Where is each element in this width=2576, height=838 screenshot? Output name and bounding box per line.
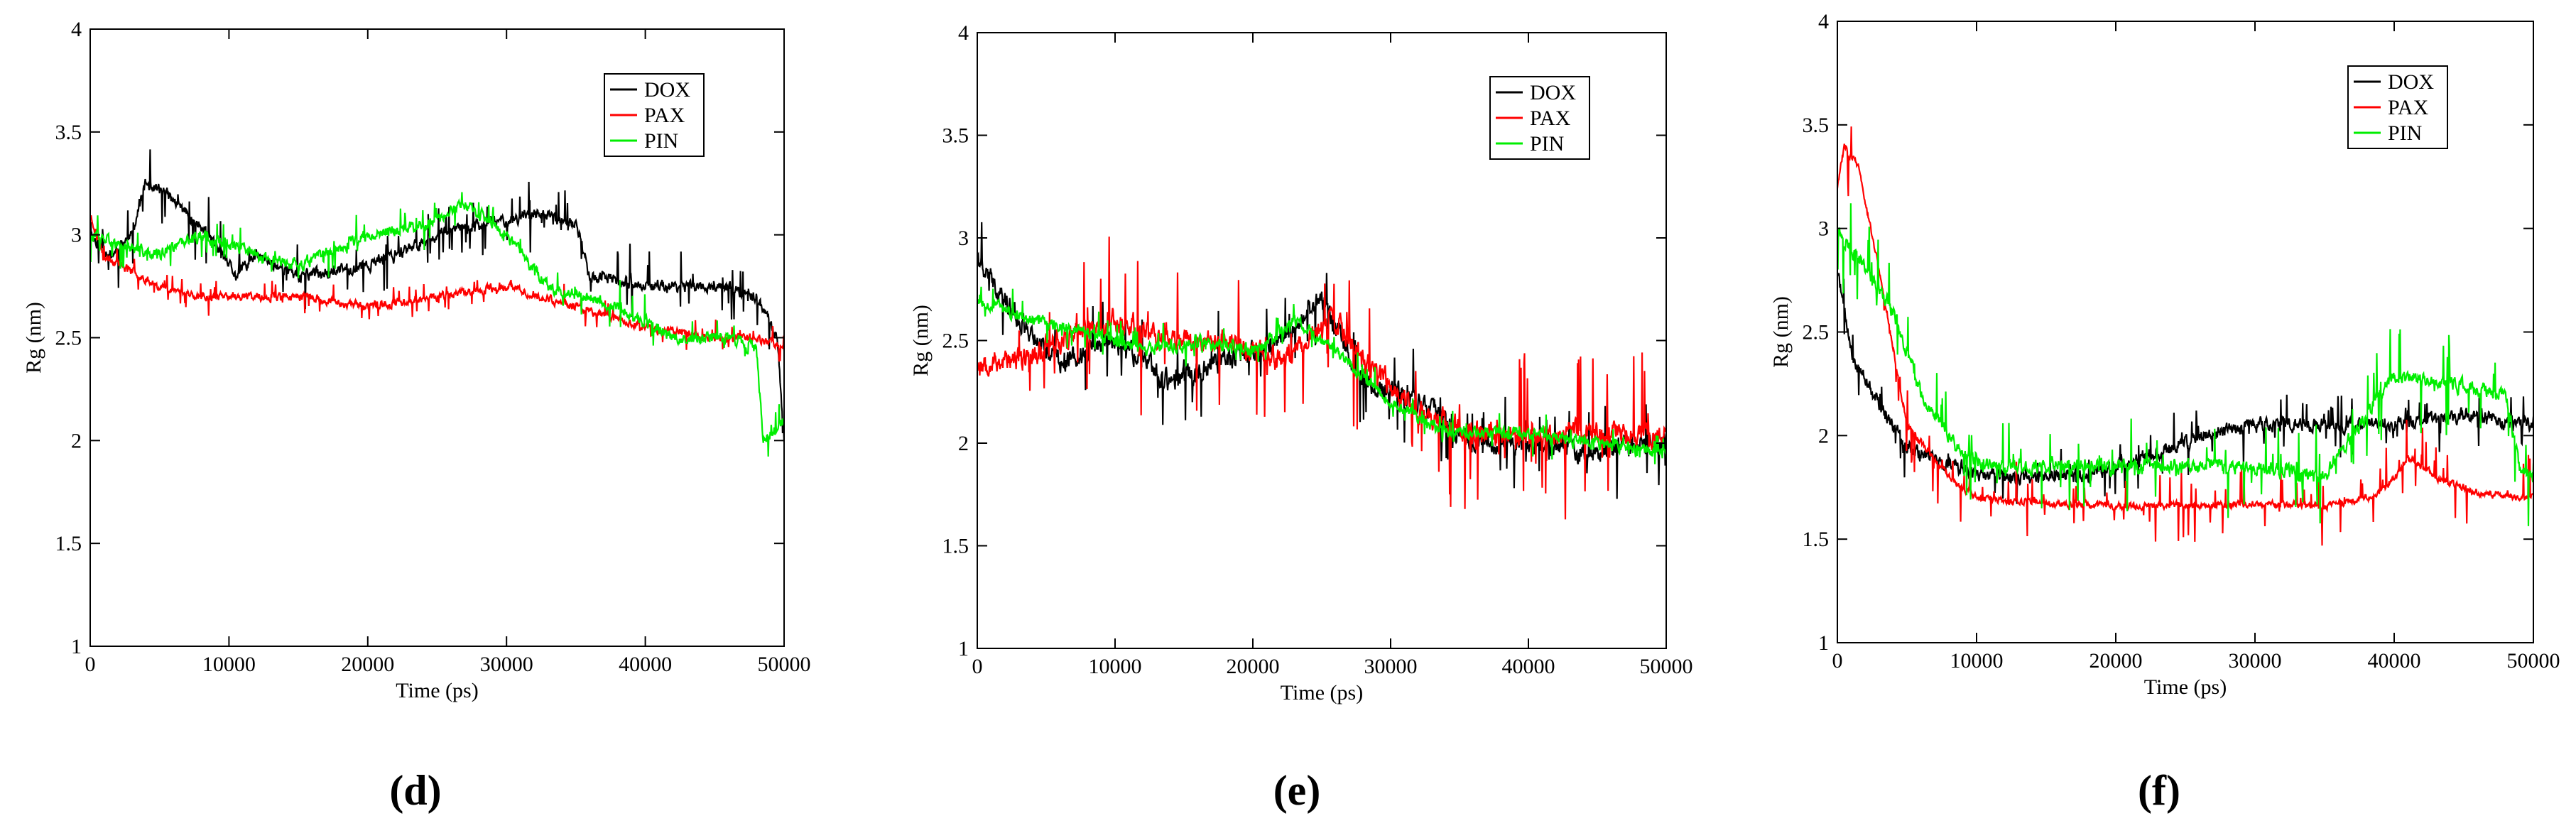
y-axis-title: Rg (nm) bbox=[1769, 296, 1793, 368]
chart-panel-d: 0 10000 20000 30000 40000 50000 1 1.5 2 2.5 3 3.5 4 T… bbox=[22, 18, 811, 702]
series-line-pax bbox=[90, 215, 784, 362]
y-tick-label: 1.5 bbox=[942, 535, 969, 558]
y-axis-title: Rg (nm) bbox=[22, 302, 45, 374]
x-tick-label: 20000 bbox=[1227, 655, 1280, 678]
y-tick-label: 1 bbox=[71, 635, 82, 658]
legend-label-dox: DOX bbox=[1530, 81, 1576, 104]
x-tick-label: 0 bbox=[85, 653, 96, 676]
x-tick-label: 20000 bbox=[2089, 649, 2143, 673]
y-tick-label: 4 bbox=[1818, 10, 1829, 33]
panel-label-d: (d) bbox=[389, 767, 441, 814]
x-tick-label: 20000 bbox=[341, 653, 394, 676]
y-tick-label: 1 bbox=[958, 637, 969, 660]
y-tick-label: 2.5 bbox=[942, 330, 969, 353]
y-tick-label: 1 bbox=[1818, 631, 1829, 655]
legend-label-pin: PIN bbox=[644, 129, 678, 153]
x-tick-label: 10000 bbox=[202, 653, 256, 676]
y-tick-label: 4 bbox=[71, 18, 82, 41]
y-tick-label: 2 bbox=[1818, 424, 1829, 447]
x-tick-label: 30000 bbox=[2229, 649, 2282, 673]
x-tick-label: 10000 bbox=[1950, 649, 2004, 673]
y-tick-label: 1.5 bbox=[1803, 528, 1830, 551]
x-axis-title: Time (ps) bbox=[396, 679, 478, 702]
legend-label-dox: DOX bbox=[644, 78, 690, 102]
x-tick-label: 50000 bbox=[2507, 649, 2560, 673]
y-tick-label: 3.5 bbox=[1803, 114, 1830, 137]
series-line-pax bbox=[1837, 126, 2533, 546]
x-tick-label: 50000 bbox=[758, 653, 811, 676]
x-tick-label: 30000 bbox=[1364, 655, 1418, 678]
x-tick-label: 50000 bbox=[1640, 655, 1693, 678]
plot-area bbox=[1837, 126, 2533, 546]
legend-label-dox: DOX bbox=[2388, 70, 2434, 94]
legend-label-pin: PIN bbox=[1530, 132, 1564, 156]
x-tick-label: 40000 bbox=[2368, 649, 2421, 673]
y-tick-label: 3 bbox=[71, 224, 82, 247]
series-line-pin bbox=[90, 192, 784, 457]
y-tick-label: 4 bbox=[958, 21, 969, 45]
y-tick-label: 3 bbox=[1818, 217, 1829, 241]
x-tick-label: 30000 bbox=[480, 653, 533, 676]
series-line-pin bbox=[1837, 203, 2533, 526]
y-tick-label: 2.5 bbox=[55, 327, 82, 350]
x-axis-title: Time (ps) bbox=[2144, 675, 2227, 699]
y-axis-title: Rg (nm) bbox=[909, 305, 933, 376]
chart-panel-e: 0 10000 20000 30000 40000 50000 1 1.5 2 2.5 3 3.5 4 T… bbox=[909, 21, 1693, 704]
y-tick-label: 2 bbox=[71, 429, 82, 452]
legend-label-pax: PAX bbox=[1530, 107, 1571, 130]
chart-panel-f: 0 10000 20000 30000 40000 50000 1 1.5 2 2.5 3 3.5 4 T… bbox=[1769, 10, 2560, 699]
panel-label-e: (e) bbox=[1273, 767, 1321, 814]
plot-area bbox=[977, 222, 1666, 520]
legend-label-pax: PAX bbox=[2388, 96, 2429, 119]
x-axis-title: Time (ps) bbox=[1281, 681, 1363, 704]
y-tick-label: 2.5 bbox=[1803, 321, 1830, 344]
series-line-pin bbox=[977, 286, 1666, 464]
y-tick-label: 1.5 bbox=[55, 532, 82, 555]
y-tick-label: 3.5 bbox=[55, 121, 82, 144]
y-tick-label: 2 bbox=[958, 432, 969, 455]
x-tick-label: 40000 bbox=[1502, 655, 1555, 678]
x-tick-label: 0 bbox=[972, 655, 983, 678]
panel-label-f: (f) bbox=[2138, 767, 2180, 814]
x-tick-label: 0 bbox=[1832, 649, 1843, 673]
plot-area bbox=[90, 149, 784, 457]
legend-label-pin: PIN bbox=[2388, 121, 2422, 145]
y-tick-label: 3 bbox=[958, 227, 969, 250]
x-tick-label: 10000 bbox=[1089, 655, 1142, 678]
legend-label-pax: PAX bbox=[644, 104, 685, 127]
series-line-pax bbox=[977, 236, 1666, 520]
y-tick-label: 3.5 bbox=[942, 124, 969, 148]
x-tick-label: 40000 bbox=[619, 653, 672, 676]
